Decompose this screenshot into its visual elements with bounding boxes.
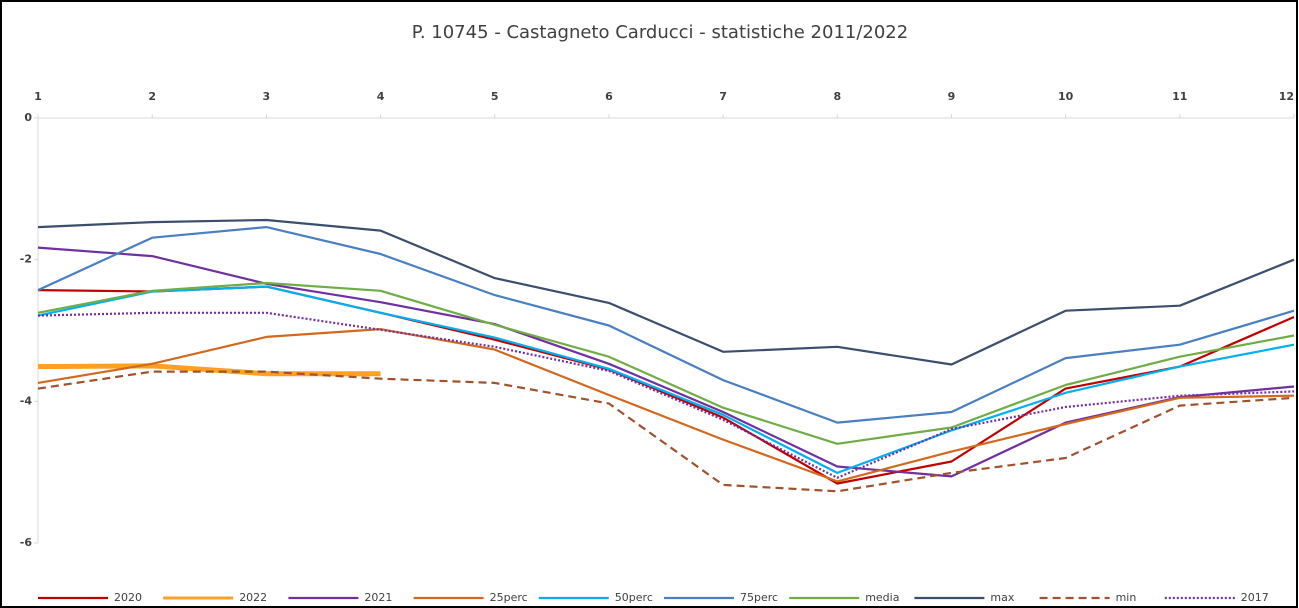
- series-line: [37, 370, 1295, 493]
- series-line: [37, 363, 381, 377]
- x-tick-label: 8: [833, 90, 841, 103]
- legend-label: 25perc: [490, 591, 528, 604]
- y-tick-label: -2: [20, 253, 32, 266]
- x-tick-label: 12: [1279, 90, 1294, 103]
- legend-label: media: [865, 591, 899, 604]
- legend-label: 50perc: [615, 591, 653, 604]
- y-tick-label: -6: [20, 536, 33, 549]
- x-tick-label: 5: [491, 90, 499, 103]
- legend-label: 2017: [1241, 591, 1269, 604]
- series-line: [37, 246, 1295, 478]
- x-tick-label: 2: [148, 90, 156, 103]
- series-line: [37, 281, 1295, 445]
- x-tick-label: 9: [948, 90, 956, 103]
- series-line: [37, 311, 1295, 479]
- x-tick-label: 4: [377, 90, 385, 103]
- x-tick-label: 1: [34, 90, 42, 103]
- legend-label: 2021: [364, 591, 392, 604]
- legend-label: 75perc: [740, 591, 778, 604]
- y-tick-label: -4: [20, 394, 33, 407]
- legend-label: 2022: [239, 591, 267, 604]
- chart-title: P. 10745 - Castagneto Carducci - statist…: [412, 22, 908, 43]
- series-line: [37, 285, 1295, 474]
- x-tick-label: 10: [1058, 90, 1074, 103]
- series-line: [37, 226, 1295, 424]
- x-tick-label: 3: [263, 90, 271, 103]
- series-line: [37, 218, 1295, 366]
- y-tick-label: 0: [24, 111, 32, 124]
- x-tick-label: 11: [1172, 90, 1187, 103]
- x-tick-label: 7: [719, 90, 727, 103]
- legend-label: min: [1116, 591, 1137, 604]
- x-tick-label: 6: [605, 90, 613, 103]
- legend-label: max: [990, 591, 1014, 604]
- series-line: [37, 328, 1295, 483]
- legend-label: 2020: [114, 591, 142, 604]
